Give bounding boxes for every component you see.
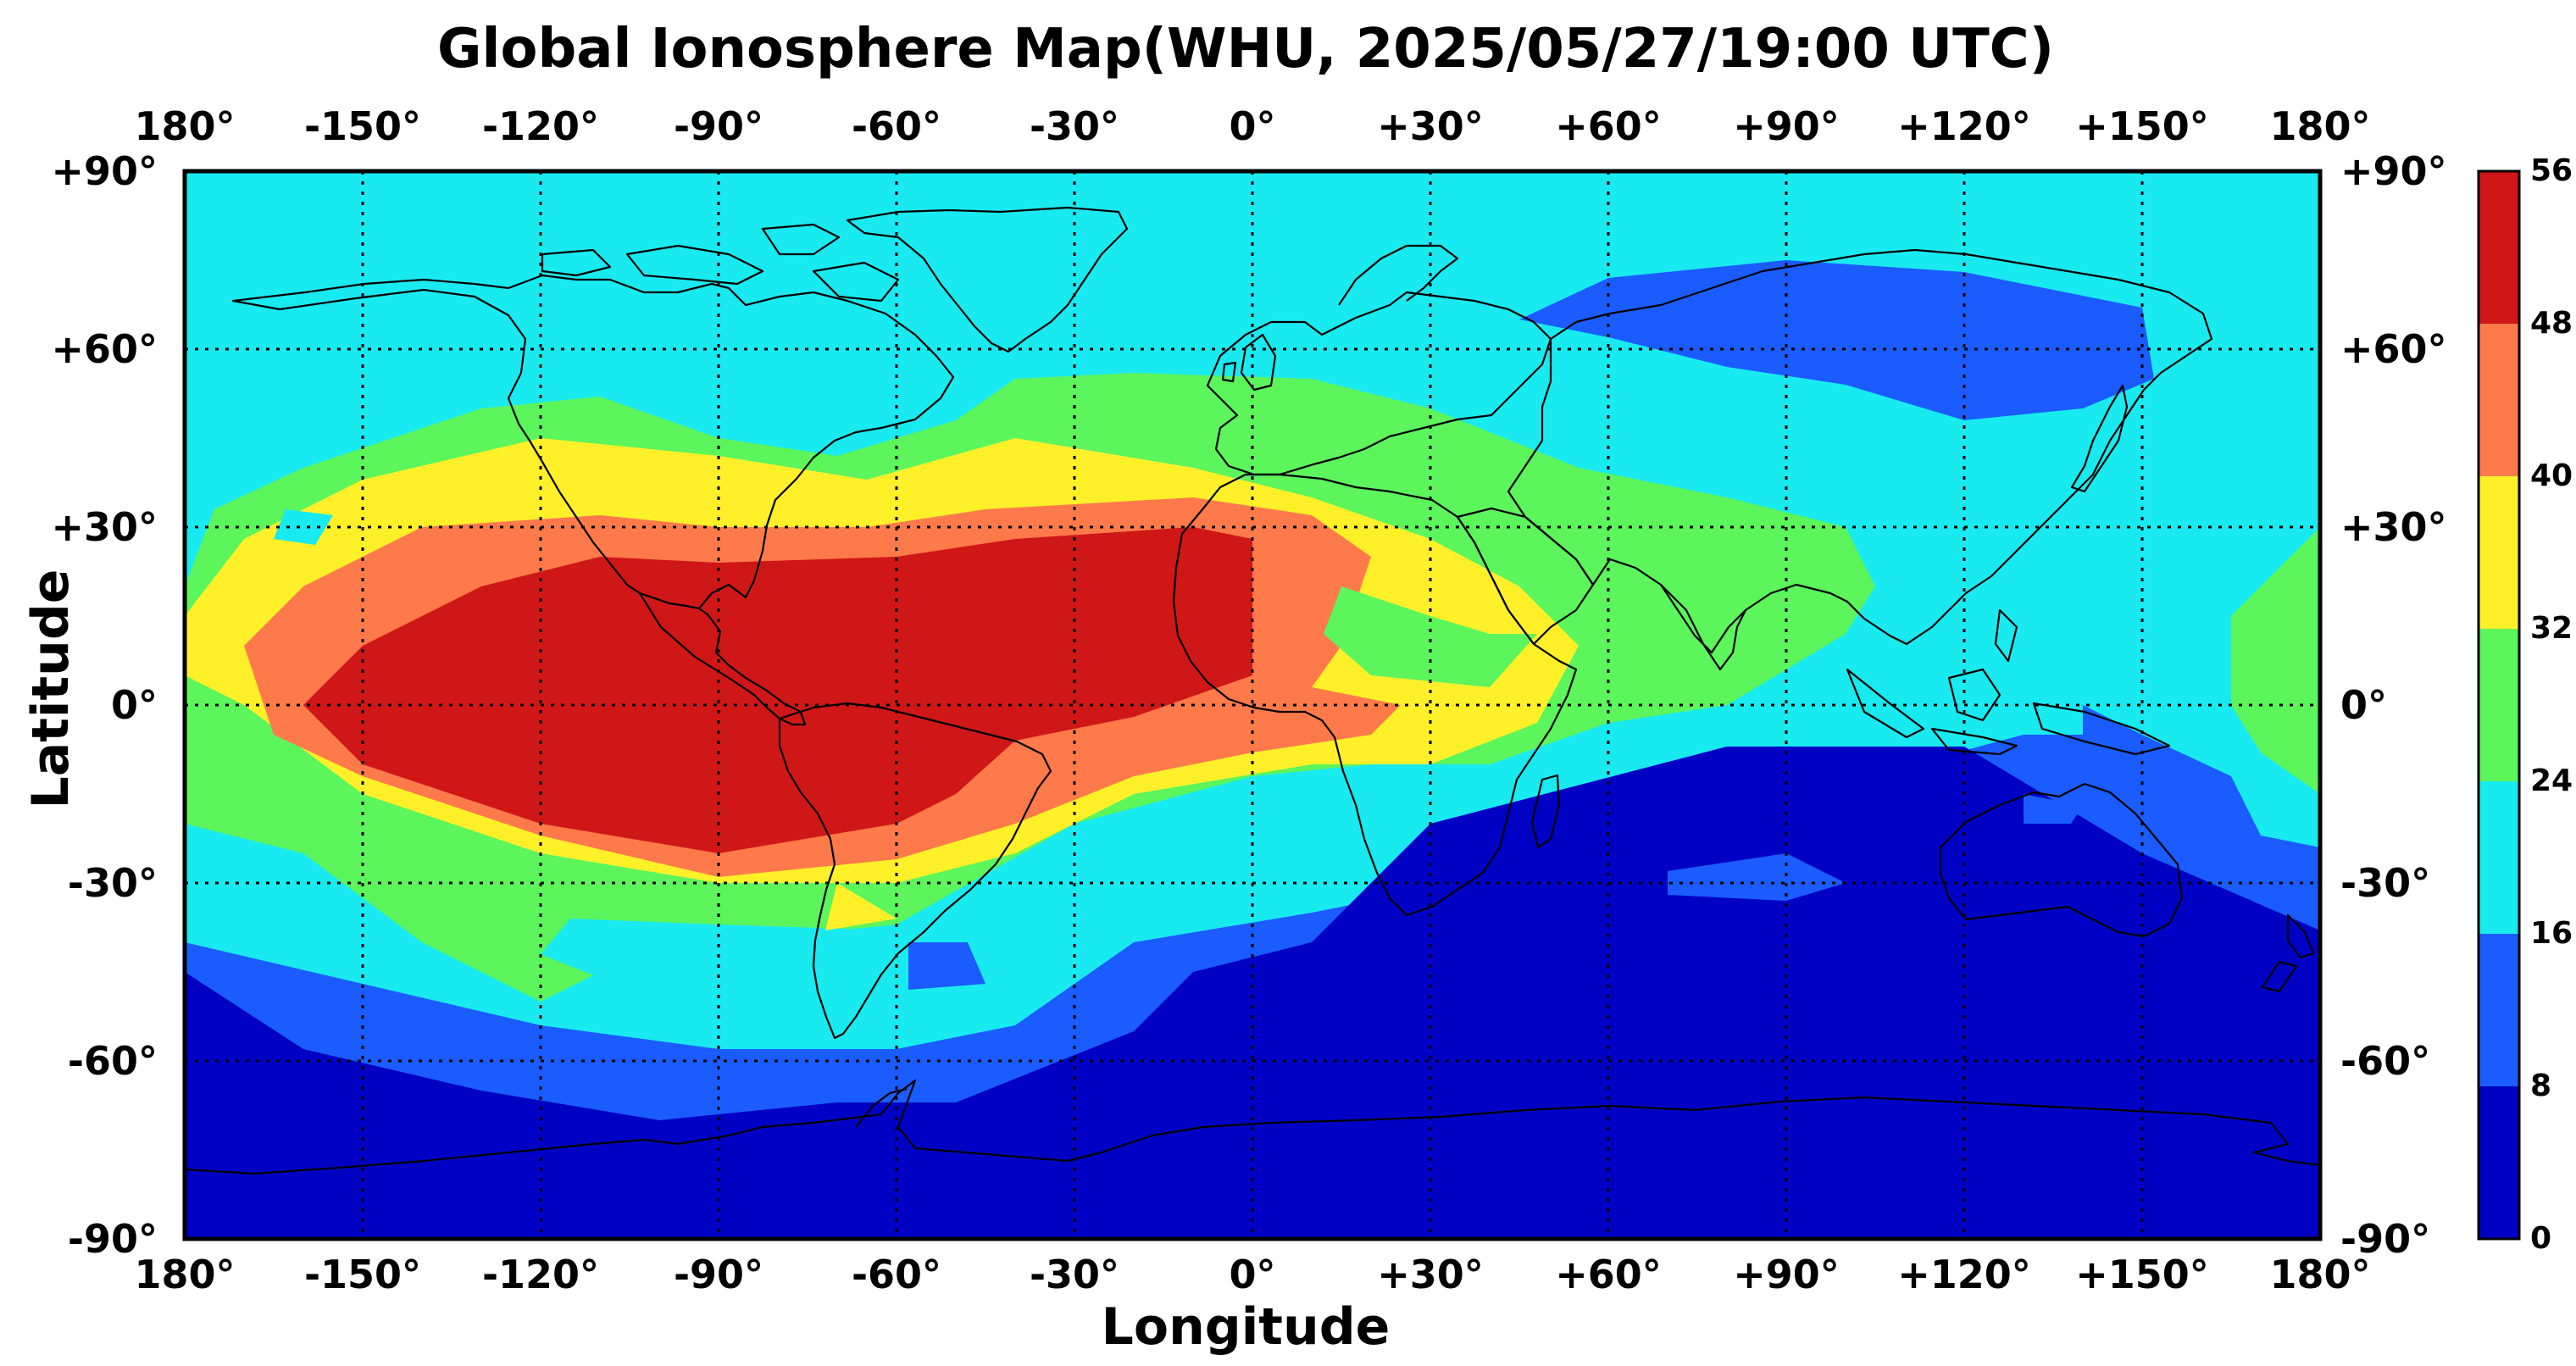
longitude-tick-label: +150° (2075, 1252, 2209, 1297)
latitude-tick-label: 0° (110, 682, 158, 728)
longitude-tick-label: -150° (303, 1252, 422, 1297)
colorbar-tick-label: 48 (2530, 306, 2573, 341)
coastline-australia (1939, 782, 2184, 938)
latitude-tick-label: -90° (67, 1216, 158, 1262)
colorbar-frame (2477, 169, 2521, 1241)
latitude-tick-label: 0° (2340, 682, 2388, 728)
tec-region-16 (1668, 853, 1846, 901)
coastline-japan (2070, 384, 2129, 493)
longitude-tick-label: -60° (851, 103, 942, 149)
longitude-tick-label: -150° (303, 103, 422, 149)
map-title: Global Ionosphere Map(WHU, 2025/05/27/19… (437, 18, 2054, 81)
latitude-tick-label: +90° (51, 148, 158, 194)
latitude-tick-label: -60° (2340, 1038, 2431, 1084)
colorbar-band (2479, 934, 2519, 1086)
tec-region-14 (2024, 794, 2083, 824)
coastline-outlines (185, 206, 2320, 1175)
longitude-tick-label: +90° (1733, 103, 1840, 149)
latitude-tick-label: -60° (67, 1038, 158, 1084)
longitude-tick-label: 180° (2269, 1252, 2371, 1297)
colorbar-tick-label: 32 (2530, 611, 2573, 646)
longitude-tick-label: -120° (481, 1252, 600, 1297)
longitude-tick-label: +90° (1733, 1252, 1840, 1297)
longitude-tick-label: -60° (851, 1252, 942, 1297)
latitude-tick-label: +60° (51, 326, 158, 372)
colorbar-band (2479, 1086, 2519, 1239)
coastline-madagascar (1530, 774, 1561, 849)
colorbar-tick-label: 40 (2530, 458, 2573, 493)
latitude-tick-label: -30° (67, 860, 158, 906)
tec-region-11 (274, 509, 333, 545)
longitude-tick-label: +30° (1377, 103, 1484, 149)
longitude-tick-label: +150° (2075, 103, 2209, 149)
colorbar (2479, 171, 2519, 1239)
longitude-tick-label: +120° (1897, 103, 2031, 149)
y-axis-label: Latitude (21, 569, 80, 809)
longitude-tick-label: 0° (1229, 1252, 1276, 1297)
longitude-tick-label: -30° (1029, 1252, 1120, 1297)
longitude-tick-label: +120° (1897, 1252, 2031, 1297)
coastline-southeast-asia-islands (1846, 608, 2171, 756)
longitude-tick-label: -90° (673, 1252, 764, 1297)
latitude-tick-label: -30° (2340, 860, 2431, 906)
map-frame (182, 169, 2323, 1241)
latitude-tick-label: +30° (2340, 504, 2447, 550)
longitude-tick-label: 180° (134, 1252, 236, 1297)
coastline-south-america (778, 702, 1052, 1040)
tec-region-12 (1324, 586, 1537, 687)
colorbar-tick-label: 24 (2530, 764, 2573, 798)
longitude-tick-label: +60° (1555, 1252, 1662, 1297)
colorbar-band (2479, 171, 2519, 324)
latitude-tick-label: +30° (51, 504, 158, 550)
coastline-new-zealand (2261, 913, 2315, 993)
coastline-arctic-islands (541, 223, 900, 303)
coastline-africa (1172, 473, 1578, 917)
latitude-tick-label: +60° (2340, 326, 2447, 372)
x-axis-label: Longitude (1101, 1297, 1391, 1357)
longitude-tick-label: +30° (1377, 1252, 1484, 1297)
coastline-scandinavia (1338, 244, 1459, 306)
coastline-central-america (639, 592, 807, 726)
coastline-antarctica (185, 1079, 2320, 1175)
colorbar-tick-label: 8 (2530, 1069, 2552, 1103)
colorbar-tick-label: 16 (2530, 916, 2573, 951)
coastline-asia (1507, 248, 2213, 654)
coastline-antarctic-peninsula (855, 1087, 908, 1128)
colorbar-band (2479, 476, 2519, 629)
longitude-tick-label: +60° (1555, 103, 1662, 149)
longitude-tick-label: 0° (1229, 103, 1276, 149)
coastline-europe (1206, 291, 1552, 476)
colorbar-tick-label: 0 (2530, 1221, 2552, 1256)
tec-region-13 (908, 942, 985, 990)
tec-region-5 (2231, 527, 2320, 794)
colorbar-band (2479, 324, 2519, 476)
latitude-tick-label: +90° (2340, 148, 2447, 194)
coastline-uk (1221, 333, 1277, 391)
coastline-india (1660, 584, 1746, 671)
coastline-greenland (846, 206, 1129, 353)
colorbar-band (2479, 781, 2519, 934)
latitude-tick-label: -90° (2340, 1216, 2431, 1262)
lat-lon-grid (185, 171, 2320, 1239)
longitude-tick-label: 180° (2269, 103, 2371, 149)
tec-region-6 (541, 919, 897, 1002)
tec-region-15 (2083, 705, 2142, 776)
colorbar-tick-label: 56 (2530, 153, 2573, 188)
longitude-tick-label: 180° (134, 103, 236, 149)
longitude-tick-label: -90° (673, 103, 764, 149)
longitude-tick-label: -120° (481, 103, 600, 149)
colorbar-band (2479, 629, 2519, 781)
coastline-north-america (231, 274, 955, 610)
longitude-tick-label: -30° (1029, 103, 1120, 149)
tec-region-8 (825, 883, 897, 930)
